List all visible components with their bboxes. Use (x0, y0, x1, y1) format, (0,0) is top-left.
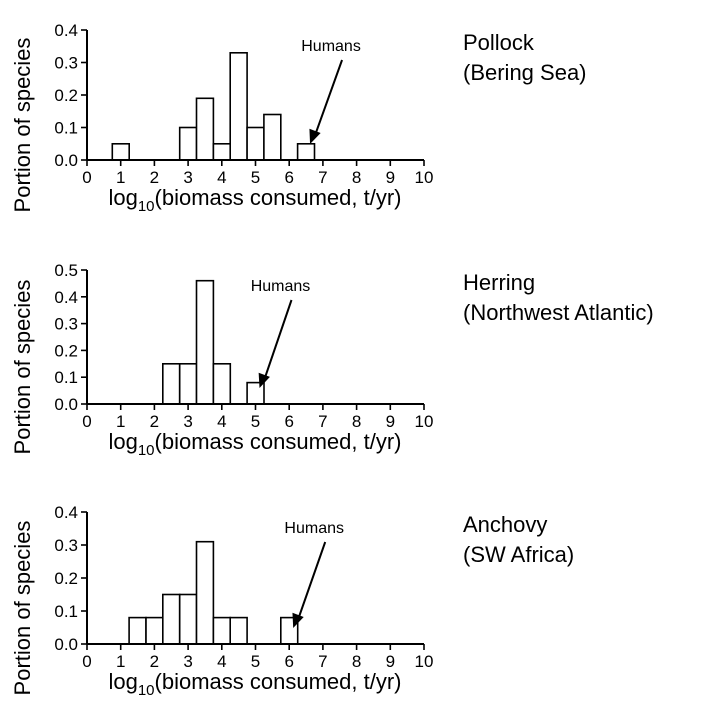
y-tick-label: 0.4 (54, 503, 78, 522)
bar (195, 540, 215, 645)
x-tick-label: 4 (217, 652, 226, 671)
panel-title-species: Anchovy (463, 512, 547, 537)
bar (195, 97, 215, 161)
x-tick-label: 10 (415, 168, 434, 187)
y-tick-label: 0.4 (54, 288, 78, 307)
bar (178, 593, 198, 645)
humans-annotation: Humans (251, 278, 311, 295)
humans-annotation: Humans (301, 38, 361, 55)
x-tick-label: 4 (217, 412, 226, 431)
y-tick-label: 0.0 (54, 635, 78, 654)
y-tick-label: 0.3 (54, 54, 78, 73)
x-tick-label: 3 (183, 168, 192, 187)
y-axis-label: Portion of species (10, 280, 35, 455)
y-tick-label: 0.3 (54, 536, 78, 555)
bar (212, 362, 232, 405)
bar (162, 362, 181, 405)
x-tick-label: 2 (150, 652, 159, 671)
x-tick-label: 5 (251, 168, 260, 187)
x-axis-label: log10(biomass consumed, t/yr) (108, 429, 401, 459)
y-tick-label: 0.0 (54, 395, 78, 414)
x-tick-label: 7 (318, 168, 327, 187)
bar (263, 113, 282, 161)
annotation-arrowhead (292, 612, 304, 628)
y-tick-label: 0.2 (54, 341, 78, 360)
x-tick-label: 2 (150, 168, 159, 187)
y-tick-label: 0.2 (54, 569, 78, 588)
x-tick-label: 6 (284, 412, 293, 431)
y-tick-label: 0.2 (54, 86, 78, 105)
bar (229, 51, 248, 161)
chart-panel-1: 0.0 0.1 0.2 0.3 0.4 0 1 2 3 4 5 6 7 8 9 10 log10(biomass… (10, 21, 587, 215)
y-tick-label: 0.1 (54, 368, 78, 387)
y-tick-label: 0.1 (54, 119, 78, 138)
x-tick-label: 7 (318, 412, 327, 431)
y-axis-label: Portion of species (10, 38, 35, 213)
x-tick-label: 6 (284, 168, 293, 187)
x-tick-label: 0 (82, 168, 91, 187)
y-tick-label: 0.3 (54, 315, 78, 334)
x-tick-label: 3 (183, 652, 192, 671)
x-tick-label: 5 (251, 412, 260, 431)
x-tick-label: 10 (415, 652, 434, 671)
x-tick-label: 4 (217, 168, 226, 187)
y-tick-label: 0.5 (54, 261, 78, 280)
chart-panel-2: 0.0 0.1 0.2 0.3 0.4 0.5 0 1 2 3 4 5 6 7 8 9 10 log10(biom… (10, 261, 654, 459)
bar (296, 143, 316, 161)
x-tick-label: 9 (386, 412, 395, 431)
humans-annotation: Humans (284, 520, 344, 537)
bar (212, 616, 232, 645)
bar (178, 126, 198, 161)
bar (128, 616, 147, 645)
x-tick-label: 1 (116, 412, 125, 431)
panel-title-species: Herring (463, 270, 535, 295)
x-tick-label: 8 (352, 168, 361, 187)
bar (111, 143, 131, 161)
y-axis-label: Portion of species (10, 521, 35, 696)
x-axis-label: log10(biomass consumed, t/yr) (108, 185, 401, 215)
annotation-arrowhead (309, 128, 321, 144)
bar (246, 126, 265, 161)
x-tick-label: 0 (82, 412, 91, 431)
bar (229, 616, 248, 645)
x-tick-label: 9 (386, 652, 395, 671)
y-tick-label: 0.4 (54, 21, 78, 40)
x-tick-label: 7 (318, 652, 327, 671)
bar (145, 616, 164, 645)
x-tick-label: 8 (352, 652, 361, 671)
annotation-arrowhead (258, 372, 270, 388)
annotation-arrow (313, 59, 343, 139)
x-tick-label: 2 (150, 412, 159, 431)
x-tick-label: 0 (82, 652, 91, 671)
chart-panel-3: 0.0 0.1 0.2 0.3 0.4 0 1 2 3 4 5 6 7 8 9 10 log10(biomass… (10, 503, 574, 699)
x-axis-label: log10(biomass consumed, t/yr) (108, 669, 401, 699)
annotation-arrow (262, 299, 293, 383)
bar (212, 143, 232, 161)
bar (178, 362, 198, 405)
x-tick-label: 1 (116, 168, 125, 187)
x-tick-label: 1 (116, 652, 125, 671)
x-tick-label: 9 (386, 168, 395, 187)
x-tick-label: 3 (183, 412, 192, 431)
panel-title-region: (SW Africa) (463, 542, 574, 567)
panel-title-species: Pollock (463, 30, 535, 55)
y-tick-label: 0.1 (54, 602, 78, 621)
x-tick-label: 10 (415, 412, 434, 431)
bar (195, 279, 215, 405)
x-tick-label: 5 (251, 652, 260, 671)
bar (162, 593, 181, 645)
x-tick-label: 8 (352, 412, 361, 431)
panel-title-region: (Bering Sea) (463, 60, 587, 85)
y-tick-label: 0.0 (54, 151, 78, 170)
panel-title-region: (Northwest Atlantic) (463, 300, 654, 325)
x-tick-label: 6 (284, 652, 293, 671)
annotation-arrow (296, 541, 327, 623)
